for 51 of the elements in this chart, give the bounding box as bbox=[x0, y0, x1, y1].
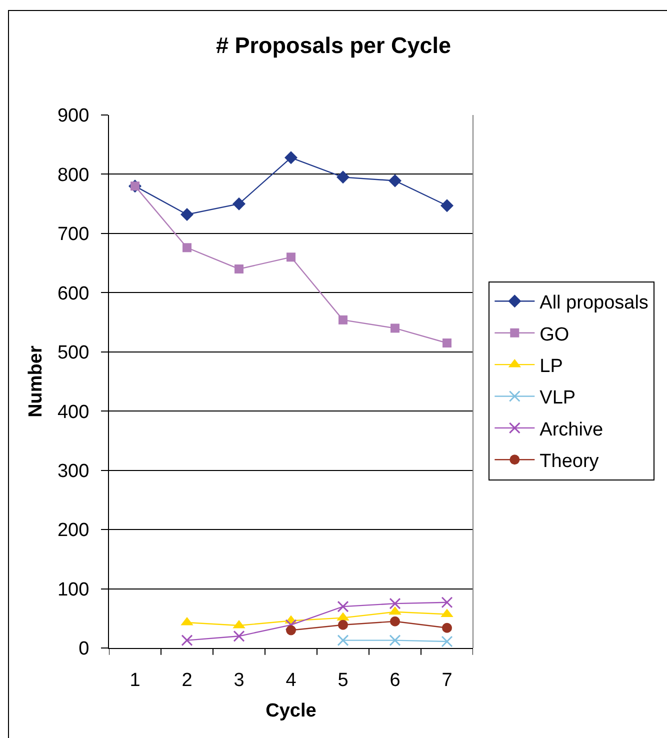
point bbox=[286, 252, 296, 262]
chart-title: # Proposals per Cycle bbox=[216, 32, 452, 58]
legend-label: Archive bbox=[540, 419, 604, 440]
legend-label: GO bbox=[540, 324, 570, 346]
y-tick-label: 600 bbox=[57, 283, 90, 304]
point bbox=[389, 598, 401, 610]
point bbox=[338, 315, 348, 324]
point bbox=[233, 630, 245, 642]
y-tick-label: 100 bbox=[57, 579, 90, 600]
x-tick-label: 4 bbox=[286, 670, 297, 691]
x-tick-label: 1 bbox=[130, 670, 140, 691]
legend-label: Theory bbox=[540, 451, 600, 472]
x-tick-label: 6 bbox=[390, 670, 400, 691]
point bbox=[232, 197, 246, 210]
x-tick-label: 5 bbox=[338, 670, 348, 691]
legend-label: All proposals bbox=[540, 292, 648, 314]
y-tick-label: 300 bbox=[57, 460, 90, 482]
point bbox=[286, 625, 296, 636]
point bbox=[338, 620, 348, 630]
x-tick-label: 2 bbox=[182, 670, 192, 691]
y-tick-label: 700 bbox=[57, 224, 90, 246]
point bbox=[390, 616, 400, 626]
x-tick-label: 7 bbox=[442, 670, 452, 691]
point bbox=[180, 208, 194, 221]
point bbox=[181, 634, 193, 646]
point bbox=[440, 199, 454, 212]
y-tick-label: 500 bbox=[57, 342, 90, 364]
legend-label: VLP bbox=[540, 388, 576, 409]
legend-label: LP bbox=[540, 356, 563, 377]
point bbox=[442, 338, 452, 348]
y-tick-label: 800 bbox=[57, 164, 90, 186]
x-axis-title: Cycle bbox=[266, 700, 316, 722]
point bbox=[388, 174, 402, 188]
point bbox=[284, 151, 298, 164]
y-tick-label: 900 bbox=[57, 106, 90, 127]
point bbox=[337, 600, 349, 612]
point bbox=[337, 634, 349, 646]
x-tick-label: 3 bbox=[234, 670, 244, 691]
point bbox=[336, 170, 350, 184]
point bbox=[390, 324, 400, 333]
y-tick-label: 200 bbox=[57, 520, 90, 542]
point bbox=[234, 264, 244, 274]
point bbox=[389, 634, 401, 646]
point bbox=[441, 636, 453, 648]
y-tick-label: 400 bbox=[57, 402, 90, 423]
point bbox=[441, 596, 453, 608]
point bbox=[182, 243, 192, 252]
point bbox=[285, 619, 297, 631]
y-axis-title: Number bbox=[25, 345, 46, 418]
point bbox=[442, 622, 452, 633]
y-tick-label: 0 bbox=[78, 638, 90, 660]
